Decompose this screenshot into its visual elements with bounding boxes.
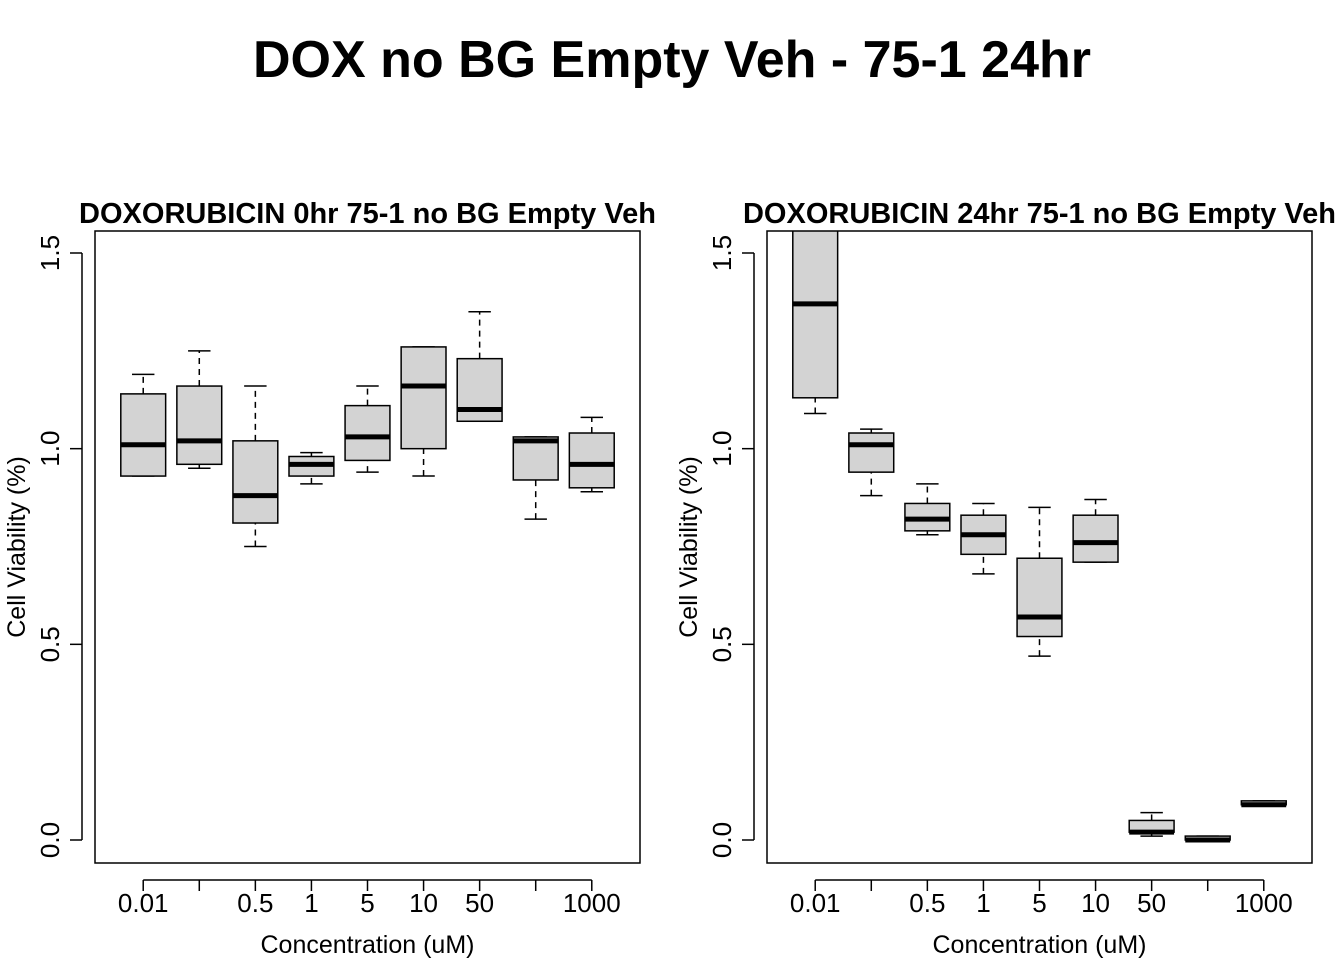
box-0.01	[792, 231, 839, 415]
x-tick-label: 10	[409, 888, 438, 918]
box-iqr	[232, 440, 279, 524]
x-tick-label: 10	[1081, 888, 1110, 918]
x-tick-label: 1000	[1235, 888, 1293, 918]
box-5	[344, 385, 391, 473]
box-1000	[1240, 800, 1287, 808]
plot-frame	[766, 230, 1313, 864]
panel-2: DOXORUBICIN 24hr 75-1 no BG Empty Veh 0.0…	[675, 198, 1336, 959]
box-0.1	[848, 428, 895, 497]
y-tick-label: 1.0	[35, 431, 65, 467]
x-tick-label: 5	[360, 888, 374, 918]
figure-title: DOX no BG Empty Veh - 75-1 24hr	[253, 31, 1091, 89]
y-tick-label: 0.5	[35, 626, 65, 662]
box-iqr	[176, 385, 223, 466]
box-iqr	[120, 393, 167, 477]
boxes	[792, 231, 1287, 843]
box-iqr	[1072, 514, 1119, 563]
box-10	[400, 346, 447, 477]
box-0.1	[176, 350, 223, 469]
box-0.01	[120, 373, 167, 477]
y-tick-label: 1.0	[707, 431, 737, 467]
x-tick-label: 5	[1032, 888, 1046, 918]
x-axis-label: Concentration (uM)	[261, 931, 475, 959]
y-tick-label: 1.5	[707, 235, 737, 271]
box-50	[1128, 811, 1175, 837]
panel-title: DOXORUBICIN 24hr 75-1 no BG Empty Veh	[743, 198, 1336, 230]
y-tick-label: 0.0	[707, 822, 737, 858]
box-10	[1072, 498, 1119, 563]
y-axis-label: Cell Viability (%)	[3, 456, 31, 638]
y-axis: 0.0 0.5 1.0 1.5	[707, 235, 755, 858]
y-axis-label: Cell Viability (%)	[675, 456, 703, 638]
box-iqr	[400, 346, 447, 450]
box-1	[288, 451, 335, 485]
y-tick-label: 1.5	[35, 235, 65, 271]
y-axis: 0.0 0.5 1.0 1.5	[35, 235, 83, 858]
box-iqr	[1016, 557, 1063, 638]
y-tick-label: 0.5	[707, 626, 737, 662]
x-tick-label: 1	[304, 888, 318, 918]
box-1000	[568, 416, 615, 493]
box-iqr	[568, 432, 615, 489]
x-tick-label: 1	[976, 888, 990, 918]
x-tick-label: 50	[1137, 888, 1166, 918]
box-iqr	[344, 404, 391, 462]
x-tick-label: 0.5	[237, 888, 273, 918]
x-tick-label: 0.01	[118, 888, 169, 918]
box-iqr	[512, 436, 559, 481]
x-tick-label: 0.5	[909, 888, 945, 918]
box-100	[512, 436, 559, 520]
x-axis: 0.01 0.5 1 5 10 50 1000	[790, 879, 1293, 918]
box-iqr	[792, 231, 839, 399]
x-tick-label: 0.01	[790, 888, 841, 918]
box-iqr	[848, 432, 895, 473]
box-1	[960, 502, 1007, 575]
box-5	[1016, 506, 1063, 657]
x-tick-label: 50	[465, 888, 494, 918]
box-100	[1184, 835, 1231, 843]
x-axis-label: Concentration (uM)	[933, 931, 1147, 959]
panel-title: DOXORUBICIN 0hr 75-1 no BG Empty Veh	[79, 198, 656, 230]
box-0.5	[232, 385, 279, 548]
panel-1: DOXORUBICIN 0hr 75-1 no BG Empty Veh0.00…	[3, 198, 656, 959]
box-50	[456, 310, 503, 423]
x-tick-label: 1000	[563, 888, 621, 918]
plot-frame	[94, 230, 641, 864]
boxes	[120, 310, 615, 548]
x-axis: 0.01 0.5 1 5 10 50 1000	[118, 879, 621, 918]
box-0.5	[904, 483, 951, 536]
y-tick-label: 0.0	[35, 822, 65, 858]
